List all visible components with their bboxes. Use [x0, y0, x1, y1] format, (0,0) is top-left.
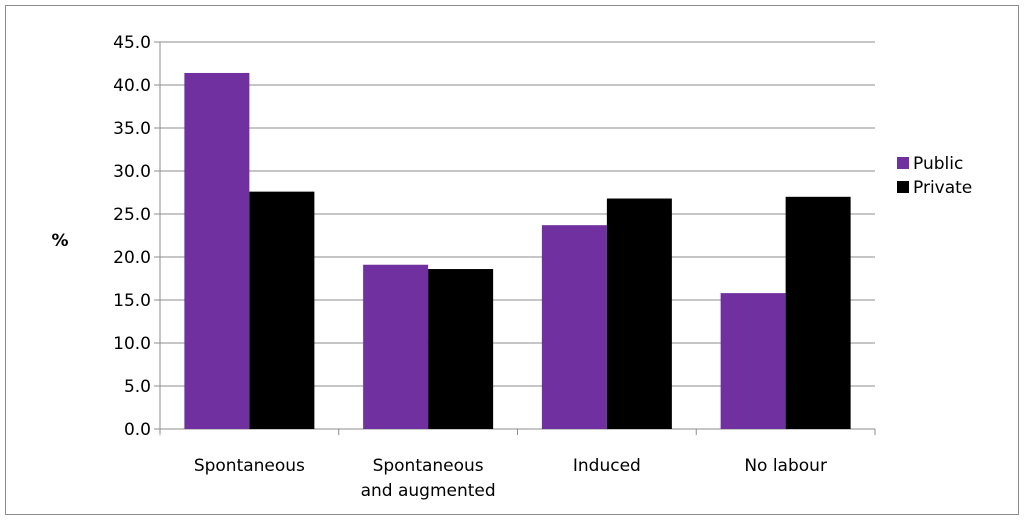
x-tick-label: Induced — [573, 456, 641, 476]
bar-public — [541, 225, 607, 429]
bar-public — [720, 293, 786, 429]
y-tick-label: 35.0 — [113, 119, 151, 139]
bar-public — [363, 264, 429, 429]
y-tick-label: 20.0 — [113, 248, 151, 268]
y-axis-label: % — [51, 231, 68, 251]
y-tick-label: 25.0 — [113, 205, 151, 225]
bar-private — [428, 269, 494, 429]
legend-swatch-private — [897, 181, 909, 193]
y-tick-label: 5.0 — [124, 377, 151, 397]
bar-private — [785, 196, 851, 429]
bar-public — [184, 72, 250, 430]
y-tick-label: 10.0 — [113, 334, 151, 354]
bar-private — [606, 198, 672, 429]
legend-label-public: Public — [913, 154, 963, 174]
y-tick-label: 15.0 — [113, 291, 151, 311]
legend-label-private: Private — [913, 178, 972, 198]
x-tick-label: Spontaneous — [194, 456, 305, 476]
bar-private — [249, 191, 315, 429]
x-tick-label: No labour — [744, 456, 827, 476]
x-tick-label: and augmented — [361, 481, 496, 501]
y-tick-label: 45.0 — [113, 33, 151, 53]
y-tick-label: 0.0 — [124, 420, 151, 440]
x-tick-label: Spontaneous — [373, 456, 484, 476]
y-tick-label: 30.0 — [113, 162, 151, 182]
y-tick-label: 40.0 — [113, 76, 151, 96]
legend-swatch-public — [897, 157, 909, 169]
